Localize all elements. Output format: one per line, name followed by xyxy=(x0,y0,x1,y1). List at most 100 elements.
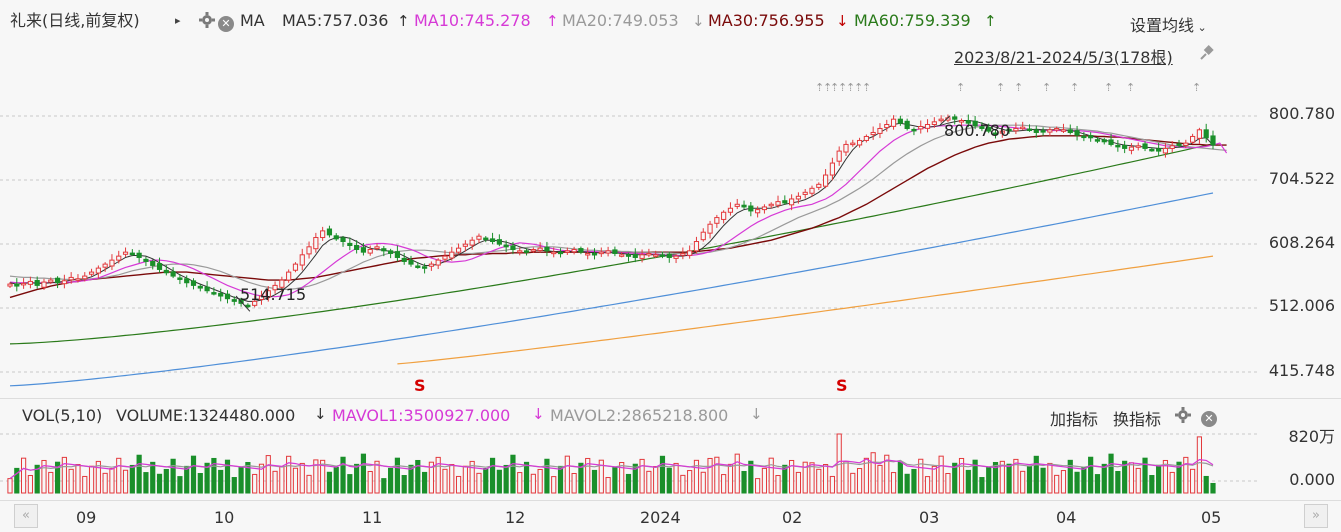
volume-bar-up xyxy=(795,471,802,494)
ma5-value: MA5:757.036 xyxy=(282,11,389,30)
month-tick-label: 03 xyxy=(919,508,940,527)
candle-down xyxy=(143,258,149,262)
candle-up xyxy=(789,198,795,206)
candle-down xyxy=(231,299,237,302)
volume-bar-down xyxy=(1156,464,1162,494)
scroll-left-button[interactable]: « xyxy=(14,504,38,528)
candle-down xyxy=(245,304,251,308)
candle-down xyxy=(625,254,632,257)
volume-bar-up xyxy=(999,460,1005,494)
event-marker: ⇡ xyxy=(838,81,847,94)
volume-bar-up xyxy=(931,465,937,494)
volume-tick-label: 0.000 xyxy=(1289,470,1335,489)
candle-down xyxy=(1081,135,1087,139)
event-marker: ⇡ xyxy=(996,81,1005,94)
candle-down xyxy=(136,252,142,258)
candle-down xyxy=(612,249,618,254)
volume-bar-up xyxy=(585,457,591,494)
close-indicator-icon[interactable]: ✕ xyxy=(1201,407,1217,427)
mavol1-value: MAVOL1:3500927.000 xyxy=(332,406,511,425)
event-marker: ⇡ xyxy=(854,81,863,94)
volume-bar-up xyxy=(265,455,271,494)
volume-bar-up xyxy=(890,472,897,494)
s-marker[interactable]: S xyxy=(836,376,848,395)
volume-bar-down xyxy=(54,461,61,494)
volume-bar-up xyxy=(279,466,285,494)
month-tick-label: 05 xyxy=(1201,508,1222,527)
volume-bar-up xyxy=(313,459,319,494)
candle-up xyxy=(924,123,931,129)
volume-bar-up xyxy=(68,468,74,494)
candle-down xyxy=(523,250,530,253)
volume-bar-down xyxy=(1142,457,1148,494)
candle-up xyxy=(41,281,47,288)
volume-bar-up xyxy=(775,475,781,494)
volume-bar-down xyxy=(354,463,360,494)
volume-bar-up xyxy=(789,459,795,494)
gear-settings-icon[interactable] xyxy=(198,11,216,33)
stock-title[interactable]: 礼来(日线,前复权) xyxy=(10,11,140,30)
candle-up xyxy=(850,142,856,146)
candle-up xyxy=(48,279,54,283)
volume-bar-down xyxy=(591,469,598,494)
volume-bar-down xyxy=(136,454,142,494)
volume-bar-down xyxy=(184,465,190,494)
candle-down xyxy=(156,263,163,270)
candle-down xyxy=(986,127,992,132)
add-indicator-button[interactable]: 加指标 xyxy=(1050,410,1099,429)
volume-bar-down xyxy=(1149,475,1155,494)
date-range-link[interactable]: 2023/8/21-2024/5/3(178根) xyxy=(954,48,1173,67)
volume-bar-up xyxy=(551,476,557,494)
volume-bar-up xyxy=(435,456,441,494)
candle-down xyxy=(177,277,183,280)
volume-bar-down xyxy=(143,472,149,494)
candle-up xyxy=(27,280,33,285)
candle-up xyxy=(816,183,822,188)
volume-bar-down xyxy=(1074,471,1080,494)
chevron-down-icon: ⌄ xyxy=(1194,21,1207,34)
volume-bar-down xyxy=(204,462,210,494)
candle-up xyxy=(61,280,67,285)
volume-bar-up xyxy=(374,460,380,494)
volume-bar-up xyxy=(693,459,700,494)
volume-bar-down xyxy=(503,464,509,494)
event-marker: ⇡ xyxy=(1104,81,1113,94)
candle-up xyxy=(639,254,645,259)
volume-bar-up xyxy=(863,457,869,494)
volume-bar-down xyxy=(1006,463,1012,494)
candle-up xyxy=(1128,146,1135,151)
candle-up xyxy=(299,254,305,266)
expand-arrow-icon[interactable]: ▸ xyxy=(175,14,181,27)
switch-indicator-button[interactable]: 换指标 xyxy=(1113,410,1162,429)
volume-bar-up xyxy=(809,462,815,494)
volume-bar-down xyxy=(904,473,910,494)
mavol1-line xyxy=(9,458,1214,480)
volume-bar-down xyxy=(156,473,163,494)
candle-down xyxy=(992,132,999,136)
candle-down xyxy=(1203,129,1209,139)
candle-down xyxy=(911,128,917,132)
volume-bar-up xyxy=(924,476,931,494)
candle-down xyxy=(1006,128,1012,132)
gear-icon[interactable] xyxy=(1174,406,1192,428)
candle-down xyxy=(1026,128,1033,132)
s-marker[interactable]: S xyxy=(414,376,426,395)
volume-bar-down xyxy=(381,478,387,494)
candle-down xyxy=(1156,148,1162,152)
mavol2-down-arrow-icon: ↓ xyxy=(750,405,763,423)
close-ma-icon[interactable]: ✕ xyxy=(218,12,234,32)
pin-icon[interactable] xyxy=(1198,44,1216,66)
candle-down xyxy=(1176,143,1182,146)
volume-bar-down xyxy=(1081,466,1087,494)
candle-up xyxy=(829,162,835,176)
volume-bar-up xyxy=(7,478,13,494)
volume-bar-down xyxy=(347,474,353,494)
ma-settings-button[interactable]: 设置均线 ⌄ xyxy=(1130,12,1207,36)
volume-bar-up xyxy=(48,471,54,494)
volume-bar-up xyxy=(884,454,890,494)
scroll-right-button[interactable]: » xyxy=(1304,504,1328,528)
candle-up xyxy=(428,263,434,267)
volume-value: VOLUME:1324480.000 xyxy=(116,406,296,425)
candle-up xyxy=(122,251,129,255)
